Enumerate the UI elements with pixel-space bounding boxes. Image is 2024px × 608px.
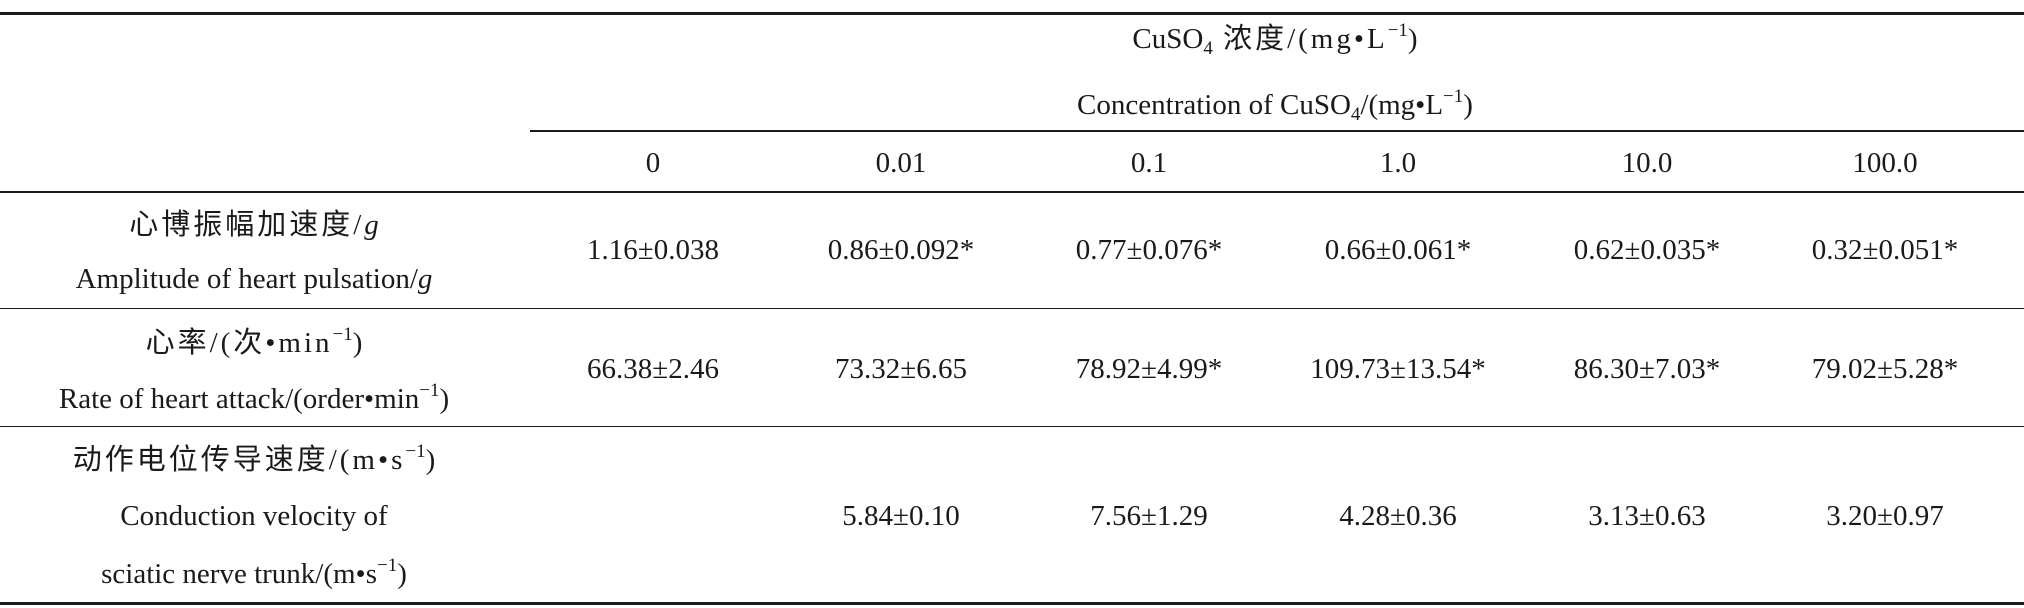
row-label-en: sciatic nerve trunk/(m•s−1) [101, 555, 407, 590]
table-cell: 0.32±0.051* [1811, 234, 1959, 266]
table-cell: 7.56±1.29 [1090, 500, 1208, 532]
table-cell: 3.20±0.97 [1826, 500, 1944, 532]
table-cell: 3.13±0.63 [1588, 500, 1706, 532]
table-cell: 0.77±0.076* [1075, 234, 1223, 266]
header-group-zh: CuSO4 浓度/(mg•L−1) [1132, 20, 1418, 59]
table-cell: 1.16±0.038 [587, 234, 719, 266]
header-bottom-rule [0, 191, 2024, 193]
row-divider-1 [0, 308, 2024, 309]
column-header: 10.0 [1621, 147, 1673, 179]
table-cell: 78.92±4.99* [1075, 353, 1223, 385]
table-cell: 0.62±0.035* [1573, 234, 1721, 266]
row-divider-2 [0, 426, 2024, 427]
table-cell: 0.66±0.061* [1324, 234, 1472, 266]
column-header: 0 [645, 147, 661, 179]
table-cell: 79.02±5.28* [1811, 353, 1959, 385]
column-header: 0.1 [1130, 147, 1168, 179]
table-cell: 86.30±7.03* [1573, 353, 1721, 385]
top-rule [0, 12, 2024, 15]
row-label-en: Amplitude of heart pulsation/g [75, 263, 433, 295]
table-cell: 5.84±0.10 [842, 500, 960, 532]
table-cell: 109.73±13.54* [1310, 353, 1486, 385]
row-label-zh: 动作电位传导速度/(m•s−1) [72, 441, 436, 476]
column-header: 0.01 [875, 147, 927, 179]
row-label-zh: 心博振幅加速度/g [129, 209, 379, 241]
row-label-en: Rate of heart attack/(order•min−1) [58, 380, 450, 415]
column-header: 100.0 [1852, 147, 1918, 179]
row-label-en: Conduction velocity of [120, 500, 388, 532]
table-cell: 4.28±0.36 [1339, 500, 1457, 532]
table-cell: 0.86±0.092* [827, 234, 975, 266]
header-group-rule [530, 130, 2024, 132]
column-header: 1.0 [1379, 147, 1417, 179]
row-label-zh: 心率/(次•min−1) [145, 324, 363, 359]
header-group-en: Concentration of CuSO4/(mg•L−1) [1077, 86, 1473, 125]
table-cell: 73.32±6.65 [835, 353, 967, 385]
table-cell: 66.38±2.46 [587, 353, 719, 385]
bottom-rule [0, 602, 2024, 605]
